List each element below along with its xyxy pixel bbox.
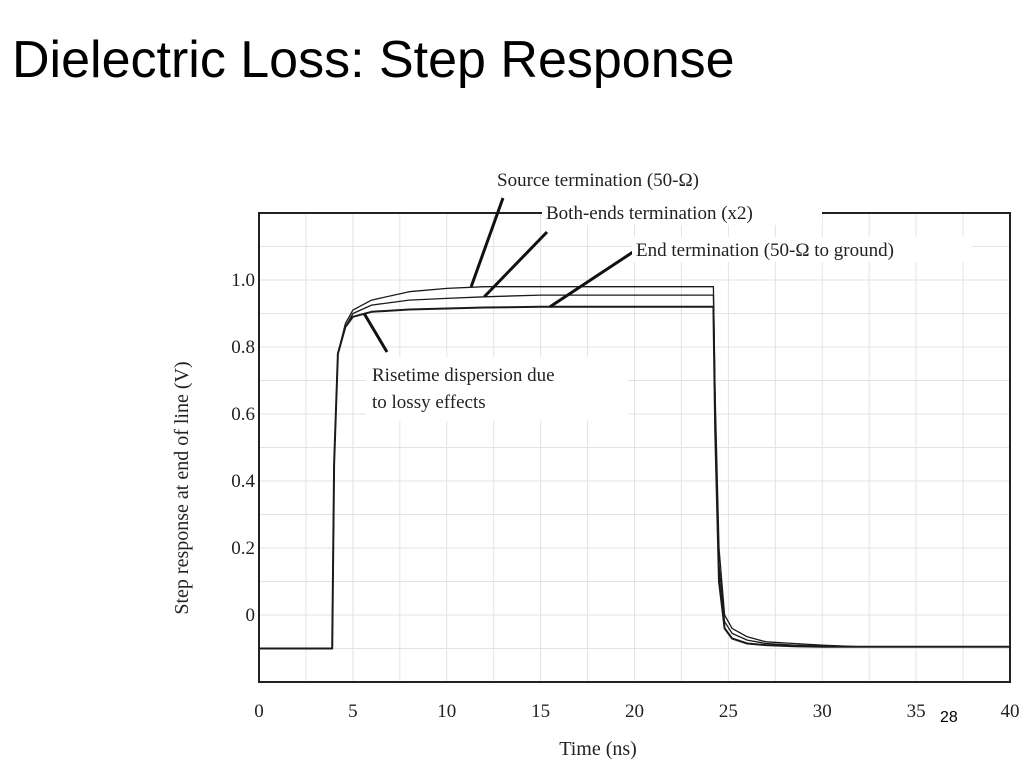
annotation-bg (542, 200, 822, 225)
y-tick-label: 0.4 (231, 471, 255, 492)
x-tick-label: 35 (907, 701, 926, 722)
annotation-bg (632, 237, 972, 262)
y-tick-label: 0.2 (231, 538, 255, 559)
annotation-pointer (469, 197, 505, 288)
x-tick-label: 40 (1001, 701, 1020, 722)
annotation-label: End termination (50-Ω to ground) (636, 240, 894, 261)
y-tick-label: 0 (246, 605, 256, 626)
slide-number: 28 (940, 709, 958, 726)
annotation-label: Risetime dispersion due (372, 365, 555, 386)
y-tick-label: 0.6 (231, 404, 255, 425)
x-tick-label: 30 (813, 701, 832, 722)
x-axis-label: Time (ns) (559, 738, 637, 760)
y-tick-label: 0.8 (231, 337, 255, 358)
x-tick-label: 25 (719, 701, 738, 722)
x-tick-label: 15 (531, 701, 550, 722)
y-tick-label: 1.0 (231, 270, 255, 291)
annotation-label: Source termination (50-Ω) (497, 170, 699, 191)
annotation-label: Both-ends termination (x2) (546, 203, 753, 224)
annotation-bg (493, 167, 761, 192)
annotation-bg (366, 357, 628, 421)
x-tick-label: 10 (437, 701, 456, 722)
annotation-pointer (483, 230, 549, 298)
x-tick-label: 5 (348, 701, 358, 722)
annotation-pointer (362, 312, 389, 353)
y-axis-label: Step response at end of line (V) (171, 361, 193, 614)
annotation-pointer (549, 248, 637, 309)
slide-title: Dielectric Loss: Step Response (12, 31, 735, 89)
series-line-3 (259, 305, 1010, 650)
x-tick-label: 0 (254, 701, 264, 722)
annotation-label: to lossy effects (372, 392, 486, 413)
x-tick-label: 20 (625, 701, 644, 722)
